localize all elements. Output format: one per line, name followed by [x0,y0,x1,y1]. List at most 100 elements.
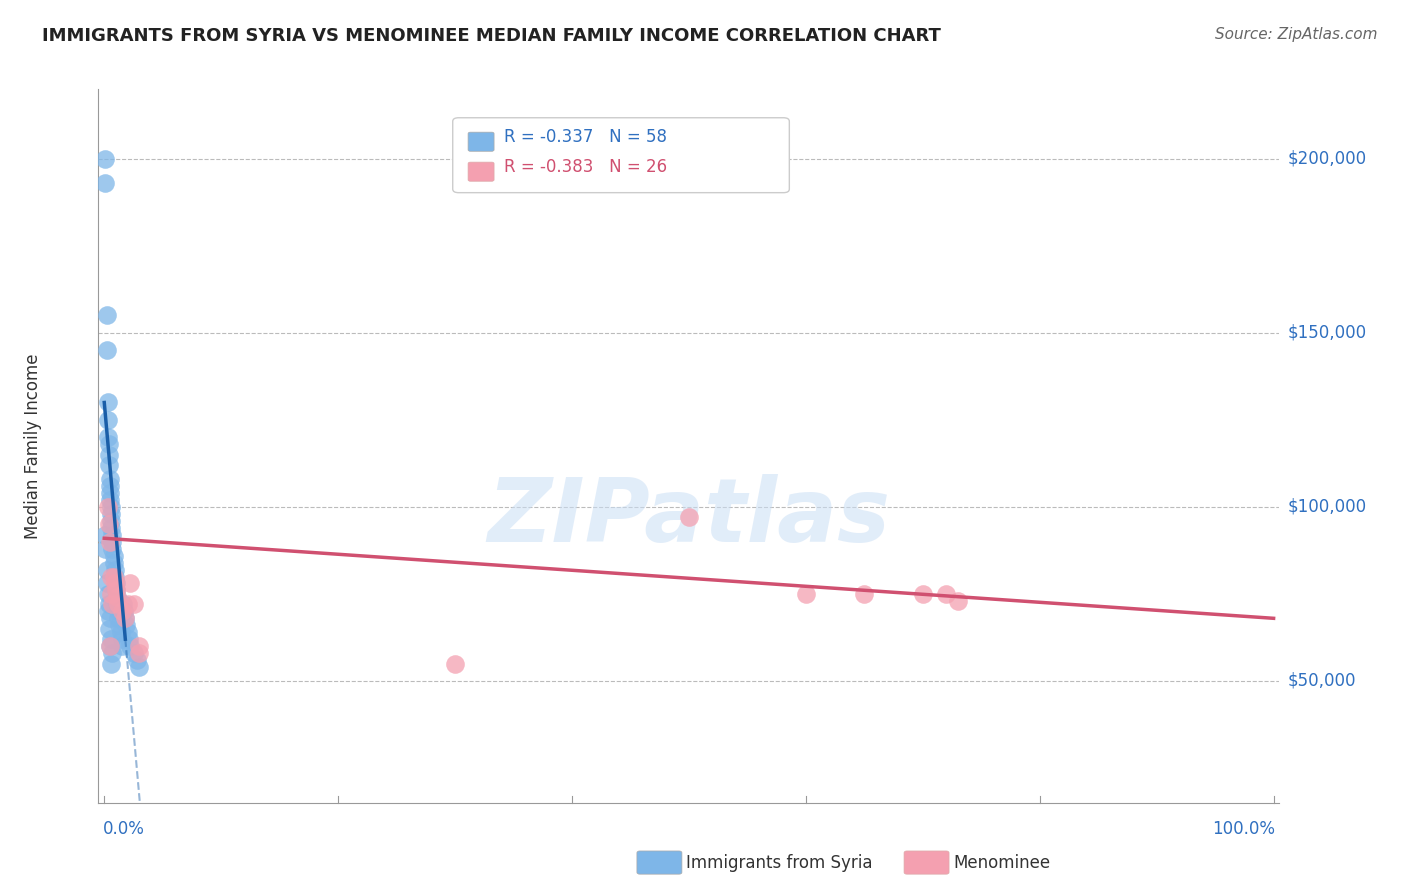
Point [118,632,141,647]
Point [100,632,122,647]
Point [107,611,129,625]
Point [98,472,121,486]
Point [104,569,127,583]
Point [104,563,127,577]
Point [98,639,121,653]
Point [911,587,934,601]
Point [103,569,125,583]
FancyBboxPatch shape [468,132,494,152]
Point [104,576,127,591]
Point [111,632,134,647]
Point [97,587,120,601]
Point [935,587,957,601]
Text: 100.0%: 100.0% [1212,821,1275,838]
FancyBboxPatch shape [468,162,494,181]
Point [97,500,120,514]
Point [100,514,122,528]
Point [98,492,121,507]
Point [98,611,121,625]
Text: ZIPatlas: ZIPatlas [488,474,890,561]
Point [97,448,120,462]
FancyBboxPatch shape [453,118,789,193]
Point [118,576,141,591]
Point [678,510,700,524]
Point [98,534,121,549]
Point [100,657,122,671]
Text: Immigrants from Syria: Immigrants from Syria [686,854,873,871]
Point [110,625,132,640]
Point [97,413,120,427]
Point [104,576,127,591]
Point [101,528,124,542]
Text: R = -0.337   N = 58: R = -0.337 N = 58 [503,128,666,146]
Point [114,611,136,625]
Point [96,576,118,591]
Point [100,500,122,514]
Point [97,604,120,618]
Point [101,534,124,549]
Text: R = -0.383   N = 26: R = -0.383 N = 26 [503,158,666,176]
Point [105,591,128,605]
Point [100,521,122,535]
Text: $150,000: $150,000 [1288,324,1367,342]
Point [122,598,145,612]
Text: Source: ZipAtlas.com: Source: ZipAtlas.com [1215,27,1378,42]
Text: $100,000: $100,000 [1288,498,1367,516]
Point [97,517,120,532]
Point [118,639,141,653]
Point [115,618,138,632]
Point [96,563,118,577]
Point [128,646,150,660]
Point [96,309,118,323]
Point [97,598,120,612]
Text: Median Family Income: Median Family Income [24,353,42,539]
Point [97,622,120,636]
Text: $200,000: $200,000 [1288,150,1367,168]
Point [112,604,135,618]
Point [101,646,124,660]
Point [105,598,128,612]
Point [101,541,124,556]
Point [94,541,117,556]
Point [107,604,129,618]
Point [117,625,139,640]
Point [94,528,117,542]
Point [104,583,127,598]
Point [111,639,134,653]
Point [103,556,125,570]
Point [97,437,120,451]
Point [794,587,817,601]
Point [125,653,148,667]
Point [444,657,467,671]
Point [108,618,131,632]
Point [853,587,876,601]
Point [94,152,117,166]
Text: Menominee: Menominee [953,854,1050,871]
Point [97,395,120,409]
Point [946,594,969,608]
Point [104,583,127,598]
Point [97,458,120,472]
Point [96,343,118,358]
Point [101,598,124,612]
Point [111,598,134,612]
Point [94,176,117,190]
Point [100,507,122,521]
Point [98,486,121,500]
Point [117,598,139,612]
Point [114,611,136,625]
Point [100,587,122,601]
Point [97,430,120,444]
Point [122,646,145,660]
Point [111,604,134,618]
Text: 0.0%: 0.0% [103,821,145,838]
Point [100,569,122,583]
Point [107,598,129,612]
Point [103,549,125,563]
Point [128,639,150,653]
Point [98,639,121,653]
Point [128,660,150,674]
Text: IMMIGRANTS FROM SYRIA VS MENOMINEE MEDIAN FAMILY INCOME CORRELATION CHART: IMMIGRANTS FROM SYRIA VS MENOMINEE MEDIA… [42,27,941,45]
Point [98,479,121,493]
Point [105,591,128,605]
